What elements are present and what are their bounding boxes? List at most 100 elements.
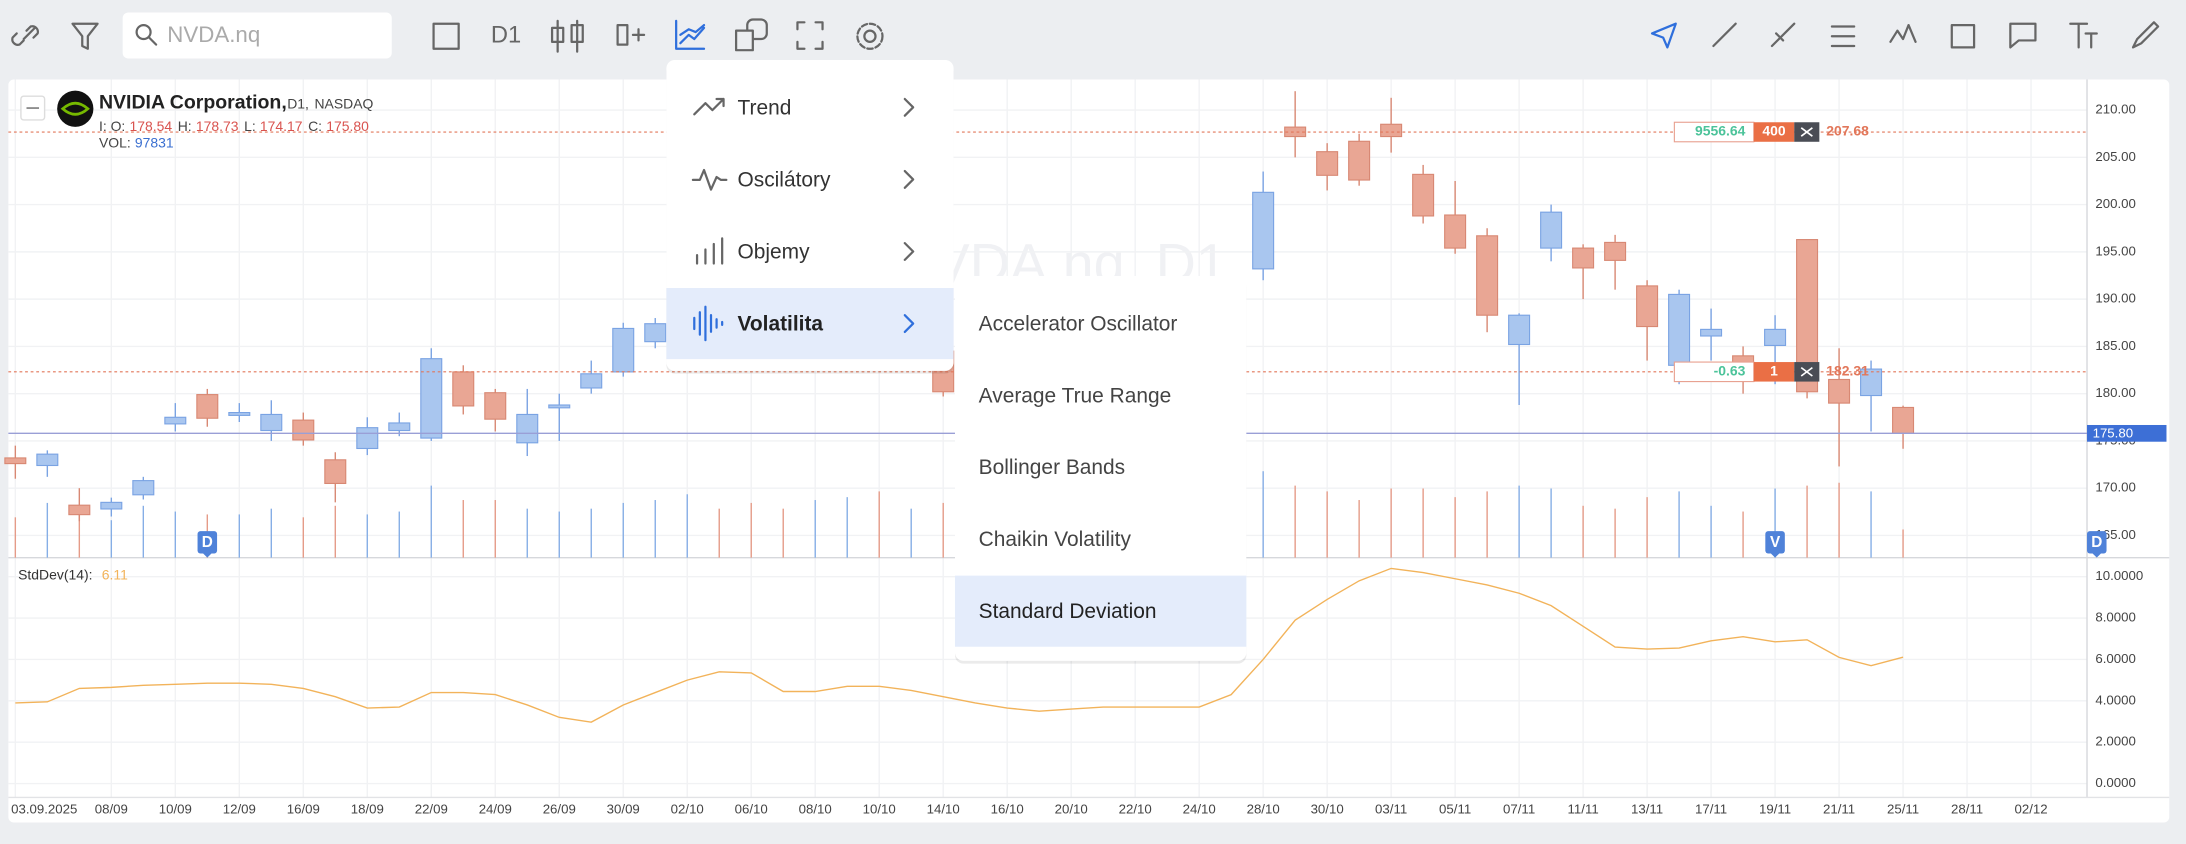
add-icon[interactable] (616, 23, 646, 46)
event-marker[interactable] (2087, 531, 2107, 554)
chevron (903, 314, 915, 334)
y-tick-label: 180.00 (2095, 385, 2135, 400)
y-tick-label: 8.0000 (2095, 610, 2135, 625)
candle-body (292, 419, 315, 441)
y-tick-label: 2.0000 (2095, 734, 2135, 749)
candle-body (1252, 191, 1275, 270)
instrument-name: NVIDIA Corporation, (99, 91, 287, 113)
indicator-line (15, 567, 1904, 723)
y-tick-label: 205.00 (2095, 149, 2135, 164)
x-tick-label: 30/10 (1311, 801, 1344, 816)
candle-body (452, 371, 475, 407)
value: 175.80 (326, 118, 369, 134)
order-price: 182.31 (1826, 363, 1869, 379)
x-tick-label: 25/11 (1887, 801, 1919, 816)
event-marker[interactable] (197, 531, 218, 554)
volume: VOL: 97831 (99, 134, 174, 150)
event-marker[interactable] (1765, 531, 1785, 554)
ray-tool[interactable] (1770, 22, 1796, 48)
logo (60, 101, 90, 116)
submenu-item[interactable]: Chaikin Volatility (979, 528, 1132, 551)
search-box[interactable] (122, 12, 392, 59)
candle-body (1636, 285, 1659, 328)
chevron (903, 97, 915, 117)
menu-item[interactable]: Objemy (737, 240, 810, 263)
instrument-meta: D1, NASDAQ (287, 95, 373, 111)
fullscreen-icon[interactable] (796, 21, 824, 50)
label: H: (178, 118, 192, 134)
candle-body (1604, 241, 1627, 261)
line-tool[interactable] (1712, 22, 1737, 48)
indicator-name: StdDev(14): (18, 566, 92, 582)
candle-body (388, 422, 411, 432)
y-tick-label: 200.00 (2095, 196, 2135, 211)
settings-icon[interactable] (863, 29, 877, 43)
x-tick-label: 10/09 (159, 801, 192, 816)
x-tick-label: 24/10 (1183, 801, 1216, 816)
x-tick-label: 22/10 (1119, 801, 1152, 816)
pattern-tool[interactable] (1889, 23, 1917, 43)
order-qty-box[interactable] (1753, 362, 1795, 382)
link-icon[interactable] (11, 25, 39, 46)
candle-body (1476, 235, 1499, 316)
candle-body (1892, 406, 1915, 434)
filter-icon[interactable] (71, 22, 99, 50)
order-qty-box[interactable] (1753, 122, 1795, 142)
submenu-item[interactable]: Average True Range (979, 384, 1172, 407)
x-tick-label: 03.09.2025 (11, 801, 77, 816)
chart-type-icon[interactable] (432, 22, 460, 50)
menu-item[interactable]: Volatilita (737, 313, 823, 336)
menu-item-highlight (666, 288, 954, 360)
submenu-item[interactable]: Bollinger Bands (979, 456, 1125, 479)
y-tick-label: 210.00 (2095, 102, 2135, 117)
submenu-item[interactable]: Standard Deviation (979, 600, 1157, 623)
candle-body (1508, 314, 1531, 346)
event-marker (2092, 553, 2101, 558)
candle-body (1412, 173, 1435, 217)
menu-icon (691, 168, 728, 191)
fib-tool[interactable] (1830, 25, 1856, 48)
current-price-tag (2087, 424, 2167, 442)
order-qty: 1 (1770, 363, 1778, 379)
objects-icon[interactable] (734, 18, 768, 52)
y-tick-label: 0.0000 (2095, 775, 2135, 790)
search-placeholder[interactable]: NVDA.nq (167, 22, 260, 47)
indicators-icon[interactable] (675, 19, 706, 50)
chevron (903, 169, 915, 189)
candle-body (1380, 123, 1403, 138)
menu-item[interactable]: Oscilátory (737, 168, 830, 191)
candle-body (1444, 214, 1467, 249)
plot: 03.09.2025 08/09 10/09 12/09 16/09 18/09 22/09… (4, 79, 2170, 816)
candle-body (644, 323, 667, 343)
x-tick-label: 08/09 (95, 801, 128, 816)
x-tick-label: 03/11 (1375, 801, 1407, 816)
x-tick-label: 12/09 (223, 801, 256, 816)
label: I: O: (99, 118, 125, 134)
x-tick-label: 19/11 (1759, 801, 1791, 816)
legend-header: NVIDIA Corporation, D1, NASDAQ I: O: 178.5… (20, 90, 373, 150)
note-tool[interactable] (2009, 22, 2037, 49)
candle-body (516, 413, 539, 444)
settings-icon[interactable] (856, 22, 884, 50)
x-tick-label: 21/11 (1823, 801, 1855, 816)
x-tick-label: 05/11 (1439, 801, 1471, 816)
candle-body (132, 480, 155, 496)
indicator-value: 6.11 (102, 566, 128, 582)
candle-body (420, 358, 443, 439)
y-tick-label: 4.0000 (2095, 692, 2135, 707)
logo (57, 90, 94, 127)
candle-body (1284, 126, 1307, 138)
cursor-tool[interactable] (1650, 22, 1677, 49)
menu-item[interactable]: Trend (737, 96, 791, 119)
candle-body (196, 394, 219, 419)
shape-tool[interactable] (1950, 23, 1976, 49)
event-label: D (2091, 534, 2102, 551)
candles-icon[interactable] (550, 19, 584, 53)
x-tick-label: 14/10 (927, 801, 960, 816)
brush-tool[interactable] (2131, 21, 2160, 49)
text-tool[interactable] (2069, 22, 2098, 49)
timeframe-button[interactable]: D1 (491, 23, 521, 49)
submenu-item[interactable]: Accelerator Oscillator (979, 312, 1178, 335)
candle-body (1796, 239, 1819, 393)
